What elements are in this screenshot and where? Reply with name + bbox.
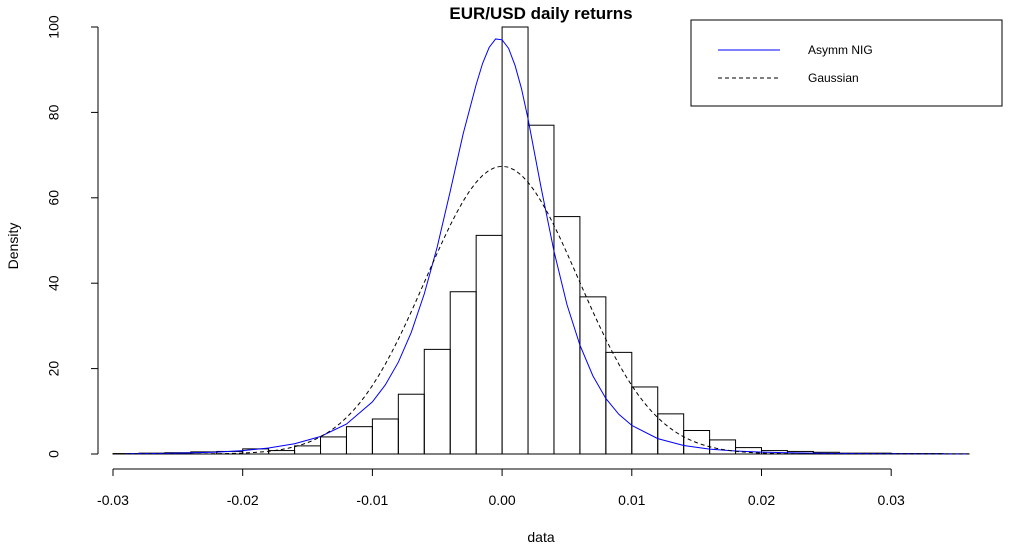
histogram-bar: [631, 386, 659, 455]
histogram-bar: [657, 413, 685, 455]
x-tick-label: 0.03: [878, 492, 905, 508]
x-axis: -0.03 -0.02 -0.01 0.00 0.01 0.02 0.03: [97, 468, 905, 508]
legend-box: [690, 19, 1003, 107]
histogram-bar: [475, 234, 503, 455]
histogram-bar: [345, 426, 373, 455]
y-axis: 0 20 40 60 80 100: [46, 15, 99, 458]
chart-title: EUR/USD daily returns: [449, 4, 632, 23]
x-axis-label: data: [527, 529, 554, 545]
y-tick-label: 80: [46, 104, 62, 120]
x-tick-label: -0.01: [356, 492, 388, 508]
series-line-asymm-nig: [125, 38, 970, 455]
legend-label-gaussian: Gaussian: [808, 71, 859, 85]
histogram-bar: [268, 450, 296, 455]
x-tick-label: -0.02: [227, 492, 259, 508]
legend: Asymm NIG Gaussian: [690, 19, 1003, 107]
histogram-bar: [423, 348, 451, 455]
y-tick-label: 100: [46, 15, 62, 39]
histogram-bar: [449, 291, 477, 455]
histogram-bar: [294, 445, 322, 455]
y-tick-label: 40: [46, 275, 62, 291]
histogram-bar: [553, 216, 581, 455]
histogram-bar: [501, 26, 529, 455]
y-tick-label: 20: [46, 361, 62, 377]
x-tick-label: -0.03: [97, 492, 129, 508]
legend-label-asymm-nig: Asymm NIG: [808, 43, 873, 57]
x-tick-label: 0.00: [488, 492, 515, 508]
y-tick-label: 0: [46, 450, 62, 458]
histogram-bar: [527, 124, 555, 455]
histogram-bar: [709, 439, 737, 455]
x-tick-label: 0.01: [618, 492, 645, 508]
histogram-bar: [397, 393, 425, 455]
histogram-bar: [320, 436, 347, 455]
y-tick-label: 60: [46, 190, 62, 206]
series-line-gaussian: [113, 165, 969, 455]
x-tick-label: 0.02: [748, 492, 775, 508]
y-axis-label: Density: [5, 223, 21, 270]
histogram-bar: [371, 418, 399, 455]
density-curves: [113, 38, 970, 455]
